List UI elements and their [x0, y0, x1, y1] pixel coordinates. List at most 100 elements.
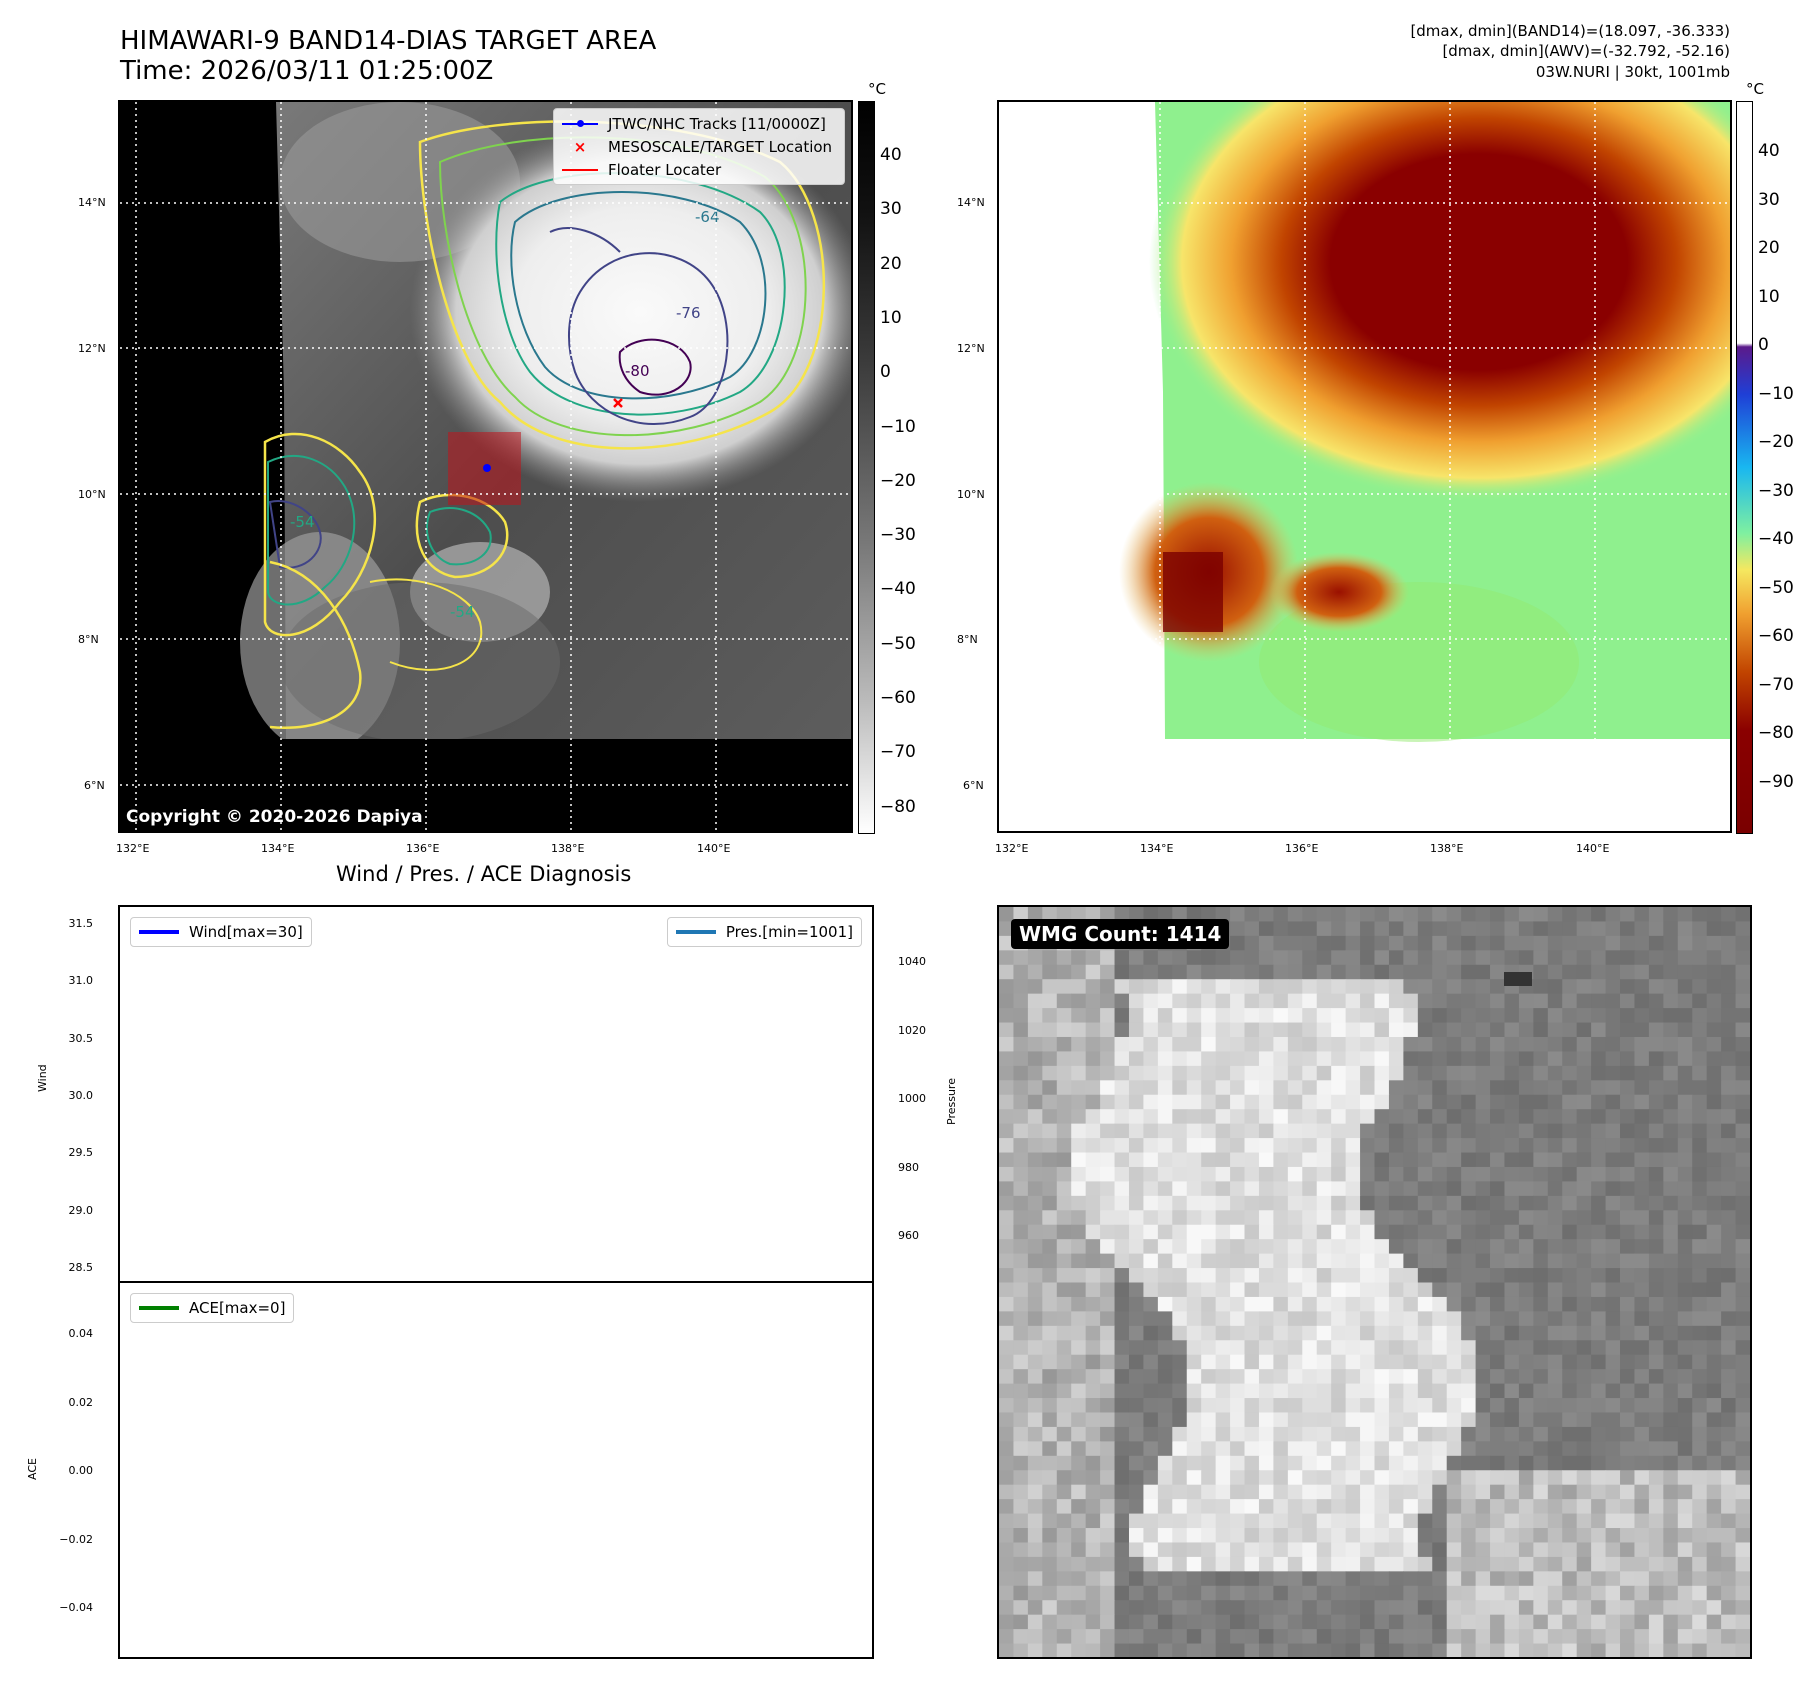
- colorbar1-tick-9: −50: [880, 633, 916, 654]
- lat-label-14: 14°N: [78, 196, 106, 209]
- awv-lon-label-140: 140°E: [1576, 842, 1610, 855]
- awv-gridlines: [999, 102, 1730, 831]
- contour-label-64: -64: [695, 208, 720, 226]
- pres-ylabel: Pressure: [945, 1078, 958, 1125]
- wind-tick-1: 31.0: [68, 974, 94, 988]
- pres-tick-1: 1020: [898, 1023, 926, 1037]
- awv-lon-label-132: 132°E: [995, 842, 1029, 855]
- awv-map-panel: [997, 100, 1732, 833]
- lon-label-140: 140°E: [697, 842, 731, 855]
- wmg-dark-pixel: [1504, 972, 1532, 986]
- colorbar1-tick-10: −60: [880, 688, 916, 708]
- lon-label-132: 132°E: [116, 842, 150, 855]
- track-point: [483, 464, 491, 472]
- colorbar1-tick-6: −20: [880, 470, 916, 491]
- lat-label-10: 10°N: [78, 488, 106, 501]
- wind-legend-swatch: [139, 930, 179, 934]
- colorbar1-tick-4: 0: [880, 362, 891, 383]
- legend-target: × MESOSCALE/TARGET Location: [573, 137, 833, 156]
- awv-lat-label-10: 10°N: [957, 488, 985, 501]
- ace-legend: ACE[max=0]: [130, 1293, 295, 1323]
- colorbar1-tick-7: −30: [880, 525, 916, 546]
- map-gridlines: [120, 102, 851, 831]
- wind-tick-6: 28.5: [68, 1260, 94, 1274]
- wind-tick-3: 30.0: [68, 1088, 94, 1102]
- colorbar1-tick-5: −10: [880, 416, 916, 437]
- colorbar2-tick-6: −20: [1758, 432, 1794, 452]
- colorbar2-tick-10: −60: [1758, 626, 1794, 646]
- ace-panel: ACE[max=0]: [118, 1281, 874, 1659]
- colorbar2-tick-12: −80: [1758, 723, 1794, 743]
- colorbar1-tick-0: 40: [880, 145, 902, 165]
- info-storm: 03W.NURI | 30kt, 1001mb: [1535, 63, 1730, 81]
- lat-label-8: 8°N: [78, 633, 99, 646]
- pres-tick-4: 960: [898, 1229, 919, 1243]
- wmg-count-badge: WMG Count: 1414: [1011, 919, 1230, 949]
- awv-lon-label-136: 136°E: [1285, 842, 1319, 855]
- colorbar2-unit: °C: [1746, 80, 1764, 98]
- colorbar2-tick-3: 10: [1758, 286, 1780, 307]
- pres-tick-0: 1040: [898, 955, 926, 968]
- diagnosis-title: Wind / Pres. / ACE Diagnosis: [336, 862, 632, 886]
- wmg-panel: WMG Count: 1414: [997, 905, 1752, 1659]
- ace-tick-2: 0.00: [68, 1464, 94, 1477]
- legend-floater: Floater Locater: [554, 158, 844, 181]
- ace-legend-swatch: [139, 1306, 179, 1310]
- awv-lat-label-14: 14°N: [957, 196, 985, 209]
- info-awv-range: [dmax, dmin](AWV)=(-32.792, -52.16): [1442, 42, 1730, 60]
- awv-lat-label-12: 12°N: [957, 342, 985, 355]
- band14-map-panel: -64 -76 -80 -54 -54 Copyright © 2020-202…: [118, 100, 853, 833]
- pres-tick-3: 980: [898, 1160, 919, 1174]
- target-marker: [613, 398, 623, 408]
- wind-pres-panel: Wind[max=30] Pres.[min=1001]: [118, 905, 874, 1283]
- map-legend: JTWC/NHC Tracks [11/0000Z] × MESOSCALE/T…: [553, 108, 845, 185]
- copyright-text: Copyright © 2020-2026 Dapiya: [126, 807, 423, 827]
- lon-label-134: 134°E: [261, 842, 295, 855]
- awv-lon-label-138: 138°E: [1430, 842, 1464, 855]
- wind-tick-2: 30.5: [68, 1031, 94, 1045]
- lon-label-136: 136°E: [406, 842, 440, 855]
- colorbar2-tick-5: −10: [1758, 383, 1794, 404]
- ace-ylabel: ACE: [26, 1458, 39, 1480]
- legend-tracks: JTWC/NHC Tracks [11/0000Z]: [554, 112, 844, 135]
- lat-label-12: 12°N: [78, 342, 106, 355]
- colorbar2-tick-1: 30: [1758, 189, 1780, 210]
- colorbar2-tick-8: −40: [1758, 529, 1794, 549]
- colorbar2-tick-2: 20: [1758, 238, 1780, 258]
- awv-lat-label-6: 6°N: [963, 779, 984, 792]
- colorbar1-tick-3: 10: [880, 307, 902, 328]
- contour-label-54b: -54: [450, 603, 475, 621]
- wind-tick-5: 29.0: [68, 1203, 94, 1217]
- wind-tick-0: 31.5: [68, 917, 94, 930]
- awv-lat-label-8: 8°N: [957, 633, 978, 646]
- band14-map: -64 -76 -80 -54 -54: [120, 102, 851, 831]
- ace-tick-1: 0.02: [68, 1395, 94, 1409]
- ace-tick-0: 0.04: [68, 1327, 94, 1340]
- wind-tick-4: 29.5: [68, 1146, 94, 1160]
- colorbar1-tick-1: 30: [880, 199, 902, 220]
- wind-legend: Wind[max=30]: [130, 917, 312, 947]
- contour-label-54a: -54: [290, 513, 315, 531]
- colorbar1-tick-8: −40: [880, 579, 916, 600]
- colorbar2-tick-7: −30: [1758, 480, 1794, 501]
- colorbar1-tick-11: −70: [880, 742, 916, 763]
- lat-label-6: 6°N: [84, 779, 105, 792]
- colorbar2-tick-4: 0: [1758, 335, 1769, 355]
- contour-label-76: -76: [676, 304, 701, 322]
- colorbar2: [1736, 101, 1753, 834]
- pres-tick-2: 1000: [898, 1092, 926, 1106]
- wind-ylabel: Wind: [36, 1064, 49, 1092]
- colorbar1-tick-12: −80: [880, 796, 916, 817]
- colorbar2-tick-13: −90: [1758, 771, 1794, 792]
- pres-legend: Pres.[min=1001]: [666, 917, 862, 947]
- wmg-pixel-image: [999, 907, 1750, 1657]
- pres-legend-swatch: [675, 930, 716, 934]
- colorbar2-tick-9: −50: [1758, 577, 1794, 598]
- ace-tick-3: −0.02: [59, 1532, 93, 1546]
- chart-title: HIMAWARI-9 BAND14-DIAS TARGET AREA: [120, 26, 657, 56]
- awv-map: [999, 102, 1730, 831]
- colorbar2-tick-11: −70: [1758, 674, 1794, 695]
- info-band14-range: [dmax, dmin](BAND14)=(18.097, -36.333): [1410, 22, 1730, 40]
- colorbar1-tick-2: 20: [880, 253, 902, 274]
- awv-lon-label-134: 134°E: [1140, 842, 1174, 855]
